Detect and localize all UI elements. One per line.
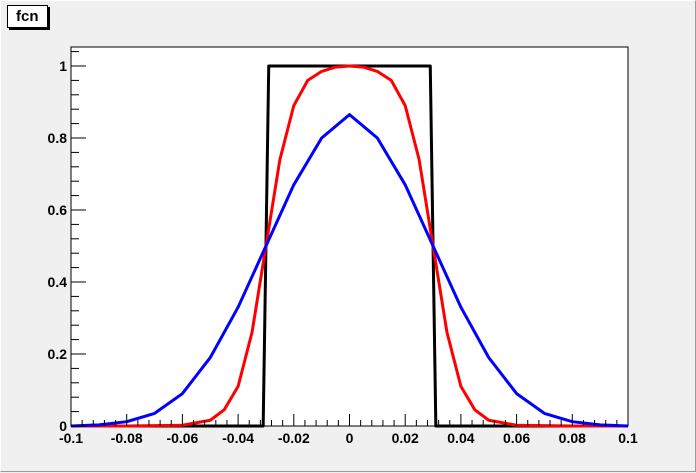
canvas-title: fcn bbox=[7, 5, 48, 28]
x-tick-label: 0 bbox=[346, 430, 354, 446]
series-line-3 bbox=[70, 113, 629, 428]
x-tick-label: -0.1 bbox=[59, 430, 83, 446]
series-line-2 bbox=[71, 64, 628, 428]
x-tick-label: -0.08 bbox=[111, 430, 143, 446]
x-tick-label: -0.04 bbox=[222, 430, 254, 446]
x-tick-label: 0.04 bbox=[447, 430, 474, 446]
y-tick-label: 0 bbox=[59, 418, 67, 434]
y-tick-label: 0.2 bbox=[48, 346, 68, 362]
x-tick-label: -0.06 bbox=[166, 430, 198, 446]
y-tick-label: 0.6 bbox=[48, 202, 68, 218]
x-tick-label: 0.1 bbox=[618, 430, 638, 446]
plot-frame bbox=[70, 46, 629, 427]
x-tick-label: 0.06 bbox=[503, 430, 530, 446]
y-tick-label: 0.8 bbox=[48, 130, 68, 146]
x-tick-label: -0.02 bbox=[278, 430, 310, 446]
x-tick-label: 0.08 bbox=[559, 430, 586, 446]
y-tick-label: 1 bbox=[59, 58, 67, 74]
axes: -0.1 -0.08 -0.06 -0.04 -0.02 0 0.02 0.04 0.06 0.0… bbox=[48, 51, 638, 446]
y-tick-label: 0.4 bbox=[48, 274, 68, 290]
x-tick-label: 0.02 bbox=[392, 430, 419, 446]
series-group bbox=[70, 64, 629, 428]
